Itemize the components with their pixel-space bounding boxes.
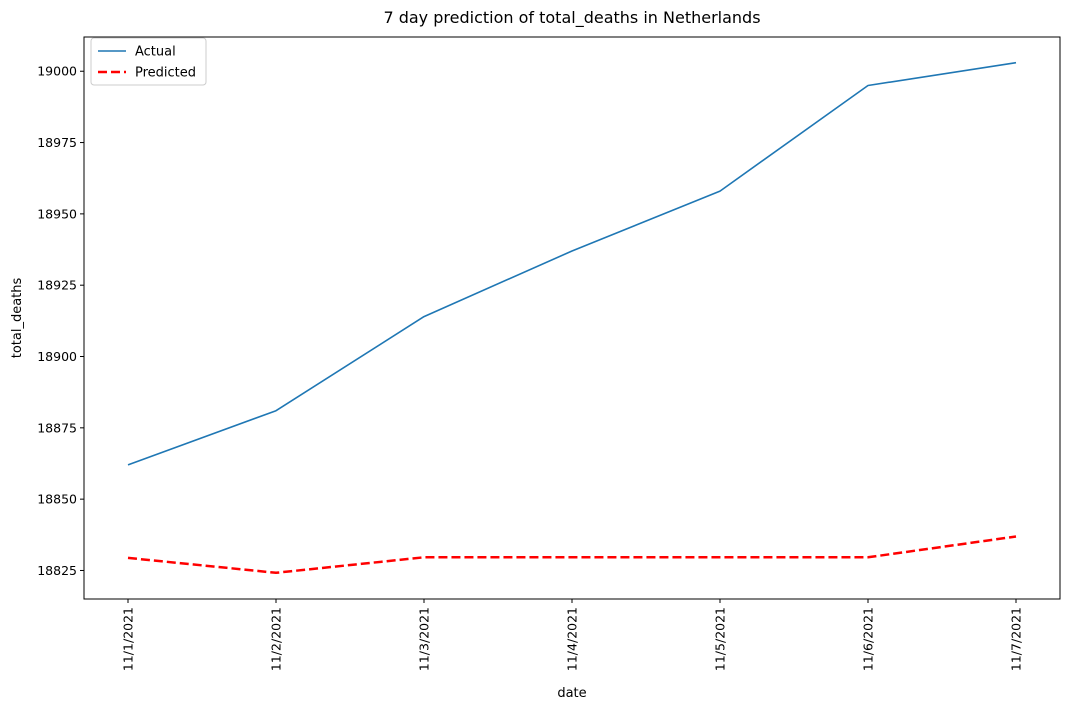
x-axis-title: date [557, 686, 586, 701]
x-tick-label-3: 11/4/2021 [565, 607, 580, 671]
series-line-actual [127, 61, 1017, 466]
chart-title: 7 day prediction of total_deaths in Neth… [383, 8, 760, 28]
x-tick-label-5: 11/6/2021 [861, 607, 876, 671]
x-tick-label-6: 11/7/2021 [1009, 607, 1024, 671]
y-tick-label-6: 18975 [37, 135, 77, 150]
y-axis-title: total_deaths [10, 278, 25, 359]
y-tick-label-7: 19000 [37, 64, 77, 79]
y-tick-label-0: 18825 [37, 563, 77, 578]
legend-label-actual: Actual [135, 45, 176, 60]
x-tick-label-1: 11/2/2021 [269, 607, 284, 671]
y-tick-label-1: 18850 [37, 492, 77, 507]
plot-frame [83, 36, 1061, 600]
y-tick-label-4: 18925 [37, 278, 77, 293]
x-tick-label-2: 11/3/2021 [417, 607, 432, 671]
series-line-predicted [127, 535, 1017, 575]
x-tick-label-0: 11/1/2021 [121, 607, 136, 671]
y-tick-label-3: 18900 [37, 349, 77, 364]
x-tick-label-4: 11/5/2021 [713, 607, 728, 671]
legend: Actual Predicted [90, 37, 207, 86]
y-tick-label-2: 18875 [37, 420, 77, 435]
legend-label-predicted: Predicted [135, 66, 196, 81]
y-tick-label-5: 18950 [37, 206, 77, 221]
